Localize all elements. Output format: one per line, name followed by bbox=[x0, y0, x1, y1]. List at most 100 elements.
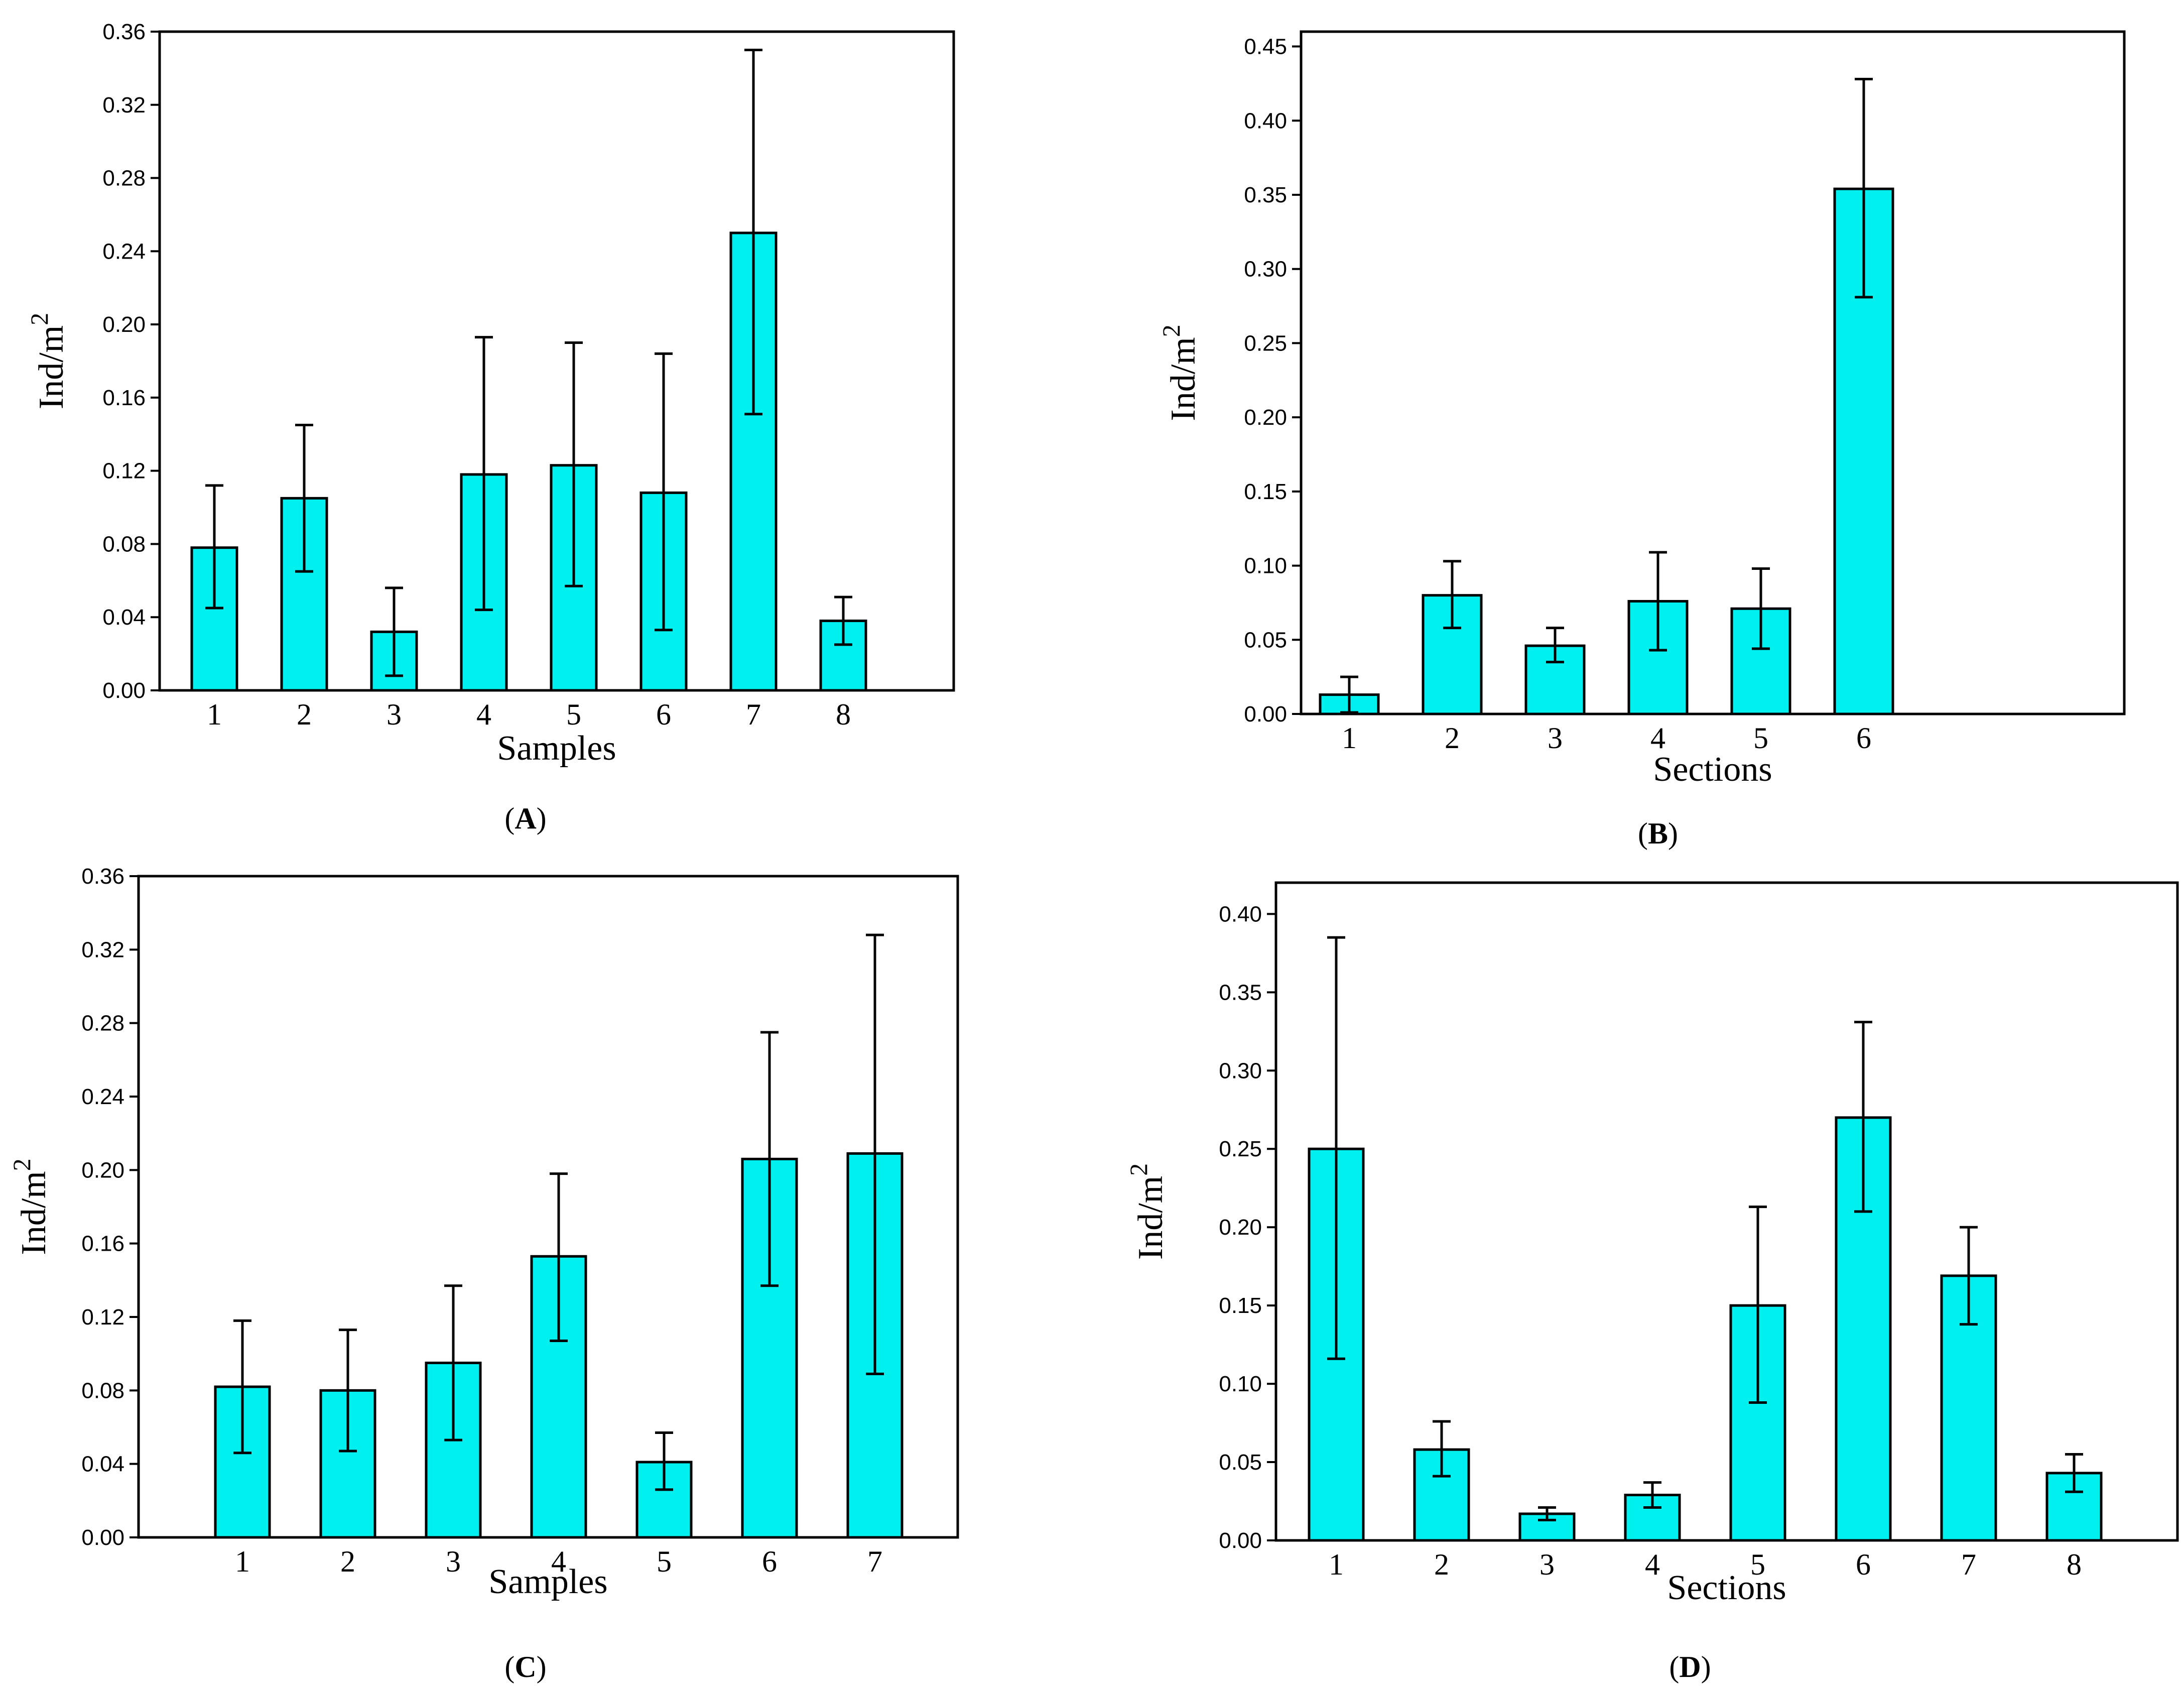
y-axis-title: Ind/m2 bbox=[25, 313, 71, 409]
x-axis-title: Samples bbox=[488, 1562, 607, 1601]
y-axis-title-text: Ind/m bbox=[1164, 337, 1203, 421]
plot-frame bbox=[1274, 881, 2179, 1542]
panel-b: 0.00 0.05 0.10 0.15 0.20 0.25 0.30 0.35 0.40 0.45… bbox=[1157, 30, 2126, 850]
x-tick-label: 2 bbox=[340, 1545, 355, 1578]
y-tick-label: 0.16 bbox=[81, 1232, 124, 1256]
x-tick-label: 5 bbox=[1753, 721, 1768, 755]
x-tick-label: 8 bbox=[2067, 1548, 2082, 1581]
x-tick-label: 7 bbox=[1961, 1548, 1976, 1581]
panel-label-open: ( bbox=[1669, 1650, 1679, 1683]
y-tick-label: 0.40 bbox=[1244, 108, 1287, 133]
x-axis-title: Sections bbox=[1653, 750, 1772, 789]
y-tick-label: 0.00 bbox=[1244, 702, 1287, 727]
x-tick-label: 7 bbox=[746, 698, 761, 731]
y-tick-label: 0.24 bbox=[81, 1085, 124, 1109]
y-axis-title-superscript: 2 bbox=[1124, 1163, 1152, 1176]
panel-label: (C) bbox=[504, 1650, 546, 1683]
x-tick-label: 4 bbox=[1645, 1548, 1660, 1581]
y-tick-label: 0.08 bbox=[102, 532, 146, 556]
y-tick-label: 0.04 bbox=[102, 605, 146, 630]
y-tick-label: 0.05 bbox=[1219, 1450, 1262, 1475]
y-tick-label: 0.24 bbox=[102, 239, 146, 264]
y-axis-title-superscript: 2 bbox=[1157, 324, 1185, 337]
panel-label-letter: A bbox=[515, 802, 536, 835]
y-axis-title-text: Ind/m bbox=[15, 1171, 53, 1255]
x-tick-label: 7 bbox=[867, 1545, 882, 1578]
x-tick-label: 1 bbox=[207, 698, 222, 731]
x-tick-label: 4 bbox=[476, 698, 491, 731]
y-tick-label: 0.00 bbox=[81, 1525, 124, 1550]
y-axis-title-text: Ind/m bbox=[32, 325, 71, 409]
panel-label-open: ( bbox=[504, 1650, 515, 1683]
y-tick-label: 0.35 bbox=[1219, 980, 1262, 1005]
y-tick-label: 0.12 bbox=[102, 459, 146, 484]
y-tick-label: 0.28 bbox=[102, 166, 146, 191]
panel-label-close: ) bbox=[537, 802, 547, 835]
y-tick-label: 0.04 bbox=[81, 1452, 124, 1477]
y-tick-label: 0.20 bbox=[102, 312, 146, 337]
y-tick-label: 0.15 bbox=[1244, 479, 1287, 504]
x-tick-label: 4 bbox=[551, 1545, 566, 1578]
y-tick-label: 0.00 bbox=[1219, 1528, 1262, 1553]
y-tick-label: 0.20 bbox=[1244, 405, 1287, 430]
panel-a: 0.00 0.04 0.08 0.12 0.16 0.20 0.24 0.28 0.32 0.36… bbox=[25, 20, 955, 835]
y-axis-title-superscript: 2 bbox=[8, 1158, 36, 1171]
y-tick-label: 0.25 bbox=[1244, 331, 1287, 355]
y-tick-label: 0.32 bbox=[102, 93, 146, 117]
x-tick-label: 5 bbox=[566, 698, 581, 731]
y-tick-label: 0.20 bbox=[1219, 1215, 1262, 1240]
y-tick-label: 0.20 bbox=[81, 1158, 124, 1182]
y-tick-label: 0.10 bbox=[1219, 1372, 1262, 1396]
x-tick-label: 2 bbox=[297, 698, 312, 731]
y-axis-title-superscript: 2 bbox=[25, 313, 53, 325]
x-tick-label: 6 bbox=[656, 698, 671, 731]
x-tick-label: 3 bbox=[1539, 1548, 1555, 1581]
x-tick-label: 1 bbox=[1342, 721, 1357, 755]
bar bbox=[1524, 644, 1586, 715]
panel-c: 0.00 0.04 0.08 0.12 0.16 0.20 0.24 0.28 0.32 0.36… bbox=[8, 864, 959, 1683]
panel-label: (D) bbox=[1669, 1650, 1711, 1683]
y-axis-title-text: Ind/m bbox=[1131, 1176, 1170, 1260]
y-axis-title: Ind/m2 bbox=[1157, 324, 1203, 421]
y-tick-label: 0.28 bbox=[81, 1011, 124, 1036]
bar bbox=[280, 497, 328, 692]
y-tick-label: 0.36 bbox=[81, 864, 124, 889]
y-tick-label: 0.25 bbox=[1219, 1137, 1262, 1161]
x-tick-label: 3 bbox=[446, 1545, 461, 1578]
y-tick-label: 0.36 bbox=[102, 20, 146, 44]
panel-label-letter: B bbox=[1648, 817, 1668, 850]
x-axis-title: Samples bbox=[497, 729, 616, 768]
y-tick-label: 0.30 bbox=[1219, 1058, 1262, 1083]
panel-label-letter: D bbox=[1679, 1650, 1701, 1683]
x-tick-label: 1 bbox=[1329, 1548, 1344, 1581]
panel-label-letter: C bbox=[515, 1650, 536, 1683]
y-tick-label: 0.15 bbox=[1219, 1293, 1262, 1318]
plot-frame bbox=[1300, 30, 2126, 715]
y-axis-title: Ind/m2 bbox=[1124, 1163, 1170, 1260]
x-tick-label: 5 bbox=[1750, 1548, 1765, 1581]
y-tick-label: 0.30 bbox=[1244, 257, 1287, 282]
y-tick-label: 0.05 bbox=[1244, 628, 1287, 652]
panel-label-close: ) bbox=[1668, 817, 1678, 850]
x-tick-label: 6 bbox=[1856, 721, 1871, 755]
y-tick-label: 0.45 bbox=[1244, 35, 1287, 59]
y-tick-label: 0.10 bbox=[1244, 554, 1287, 578]
panel-label-open: ( bbox=[504, 802, 515, 835]
y-tick-label: 0.35 bbox=[1244, 183, 1287, 207]
y-tick-label: 0.16 bbox=[102, 386, 146, 410]
x-tick-label: 3 bbox=[1548, 721, 1563, 755]
y-tick-label: 0.00 bbox=[102, 678, 146, 703]
y-tick-label: 0.12 bbox=[81, 1305, 124, 1330]
panel-label-close: ) bbox=[1701, 1650, 1711, 1683]
panel-label-close: ) bbox=[537, 1650, 547, 1683]
x-tick-label: 2 bbox=[1445, 721, 1460, 755]
x-axis-title: Sections bbox=[1667, 1569, 1786, 1607]
y-axis-title: Ind/m2 bbox=[8, 1158, 53, 1255]
y-tick-label: 0.40 bbox=[1219, 902, 1262, 926]
panel-label: (A) bbox=[504, 802, 546, 835]
x-tick-label: 3 bbox=[387, 698, 402, 731]
x-tick-label: 8 bbox=[836, 698, 851, 731]
panel-label: (B) bbox=[1638, 817, 1678, 850]
x-tick-label: 2 bbox=[1434, 1548, 1449, 1581]
